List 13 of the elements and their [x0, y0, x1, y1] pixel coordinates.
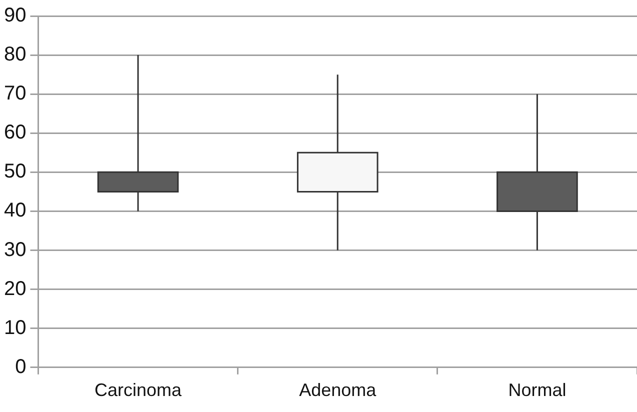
y-tick-label: 80 — [4, 44, 26, 66]
y-tick-label: 60 — [4, 122, 26, 144]
x-tick-label: Carcinoma — [94, 380, 183, 400]
y-tick-label: 50 — [4, 160, 26, 183]
y-tick-label: 10 — [4, 316, 26, 339]
x-tick-label: Adenoma — [299, 380, 378, 400]
y-tick-label: 30 — [4, 238, 26, 261]
x-tick-label: Normal — [508, 380, 566, 400]
y-tick-label: 70 — [4, 82, 26, 105]
y-tick-label: 20 — [4, 278, 26, 300]
y-tick-label: 40 — [4, 200, 26, 222]
y-tick-label: 90 — [4, 4, 26, 27]
y-tick-label: 0 — [15, 356, 26, 378]
